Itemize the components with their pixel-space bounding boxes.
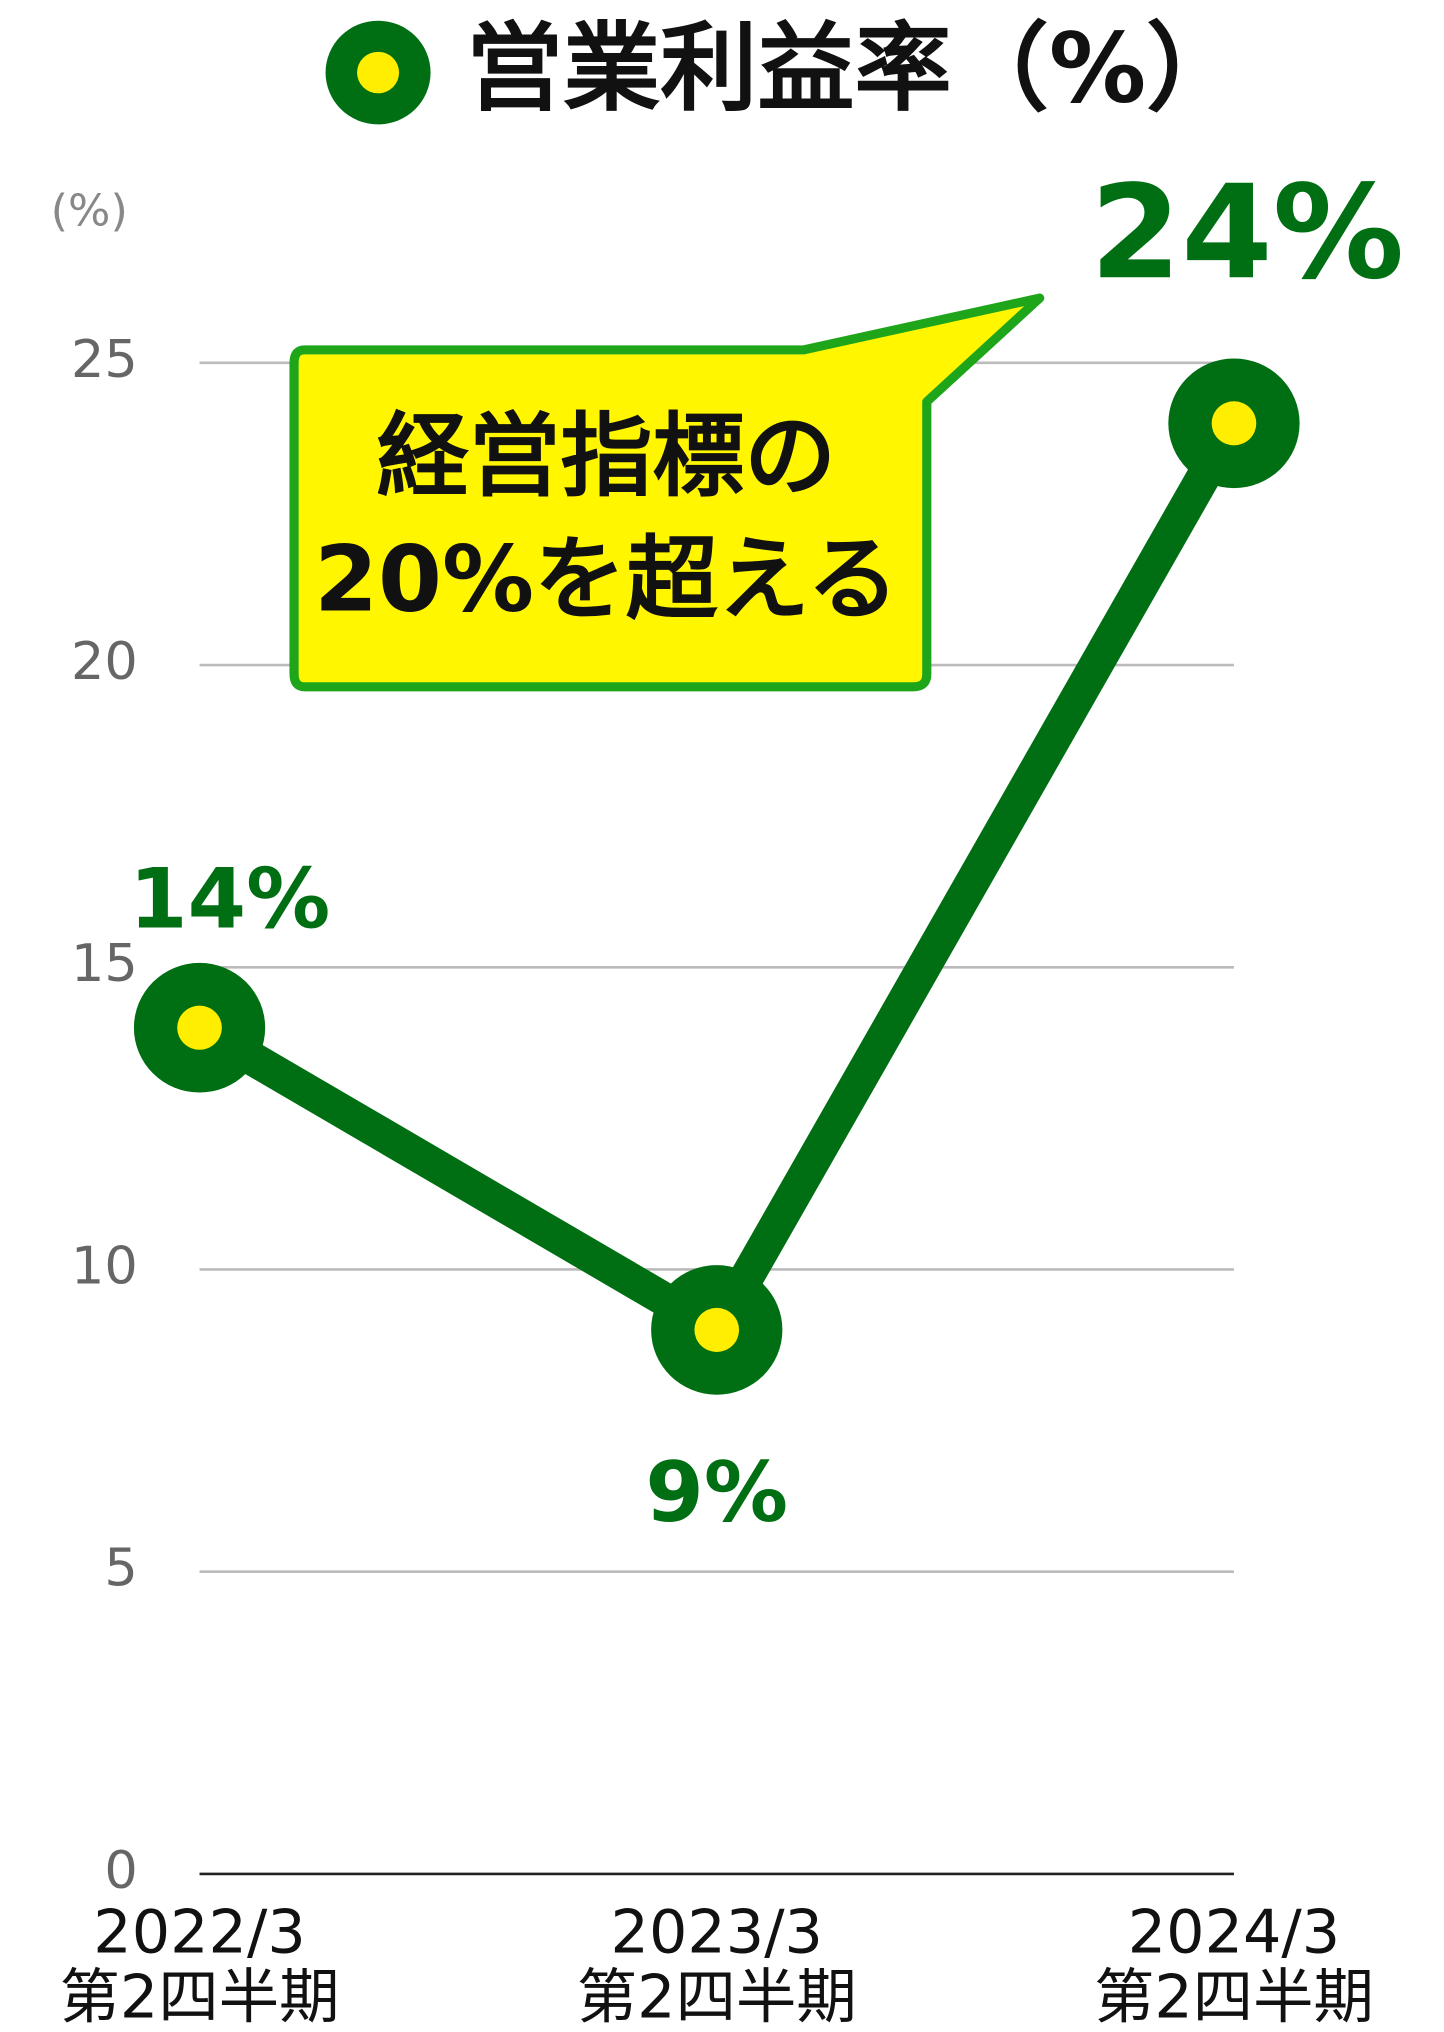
marker-center [694,1307,740,1352]
y-tick-label: 20 [71,632,138,692]
callout [289,293,1045,692]
y-tick-label: 5 [104,1539,137,1599]
callout-text: 20%を超える [314,526,899,632]
x-tick-label: 2022/3 [93,1898,305,1968]
data-label: 14% [129,851,330,947]
data-label: 24% [1090,157,1404,308]
y-axis-label: (%) [51,186,128,237]
y-tick-label: 15 [71,934,138,994]
x-tick-label: 2024/3 [1128,1898,1340,1968]
y-tick-label: 10 [71,1237,138,1297]
marker-center [177,1005,222,1050]
chart-title: 営業利益率（%） [466,12,1243,124]
data-label: 9% [645,1445,788,1541]
legend-icon [325,20,431,125]
callout-text: 経営指標の [377,403,836,509]
marker-center [1211,401,1257,446]
x-tick-sublabel: 第2四半期 [1094,1963,1374,2032]
x-tick-sublabel: 第2四半期 [60,1963,340,2032]
y-tick-label: 25 [71,330,138,390]
y-tick-label: 0 [104,1841,137,1901]
x-tick-label: 2023/3 [611,1898,823,1968]
legend-marker-inner [357,51,400,94]
x-tick-sublabel: 第2四半期 [577,1963,857,2032]
